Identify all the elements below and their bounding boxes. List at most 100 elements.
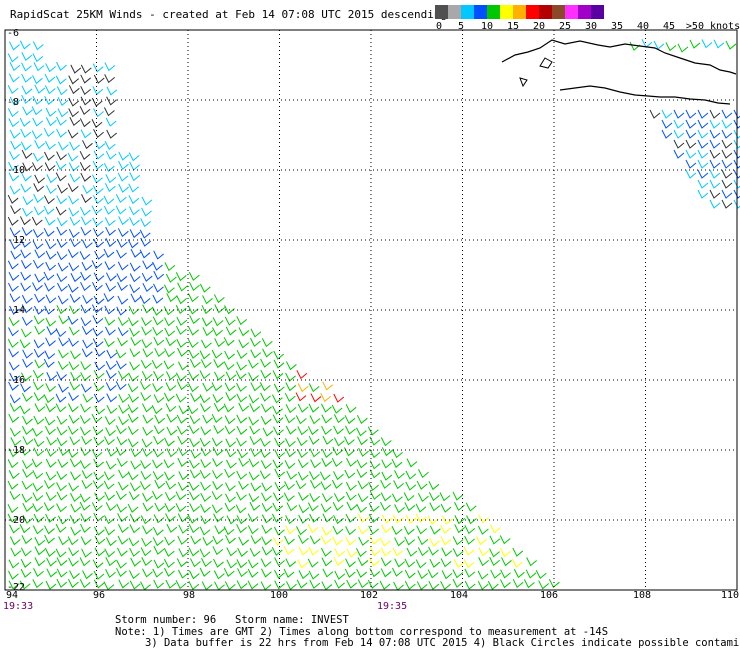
wind-barb: [428, 580, 440, 590]
wind-barb: [392, 514, 404, 524]
wind-barb: [44, 162, 56, 172]
wind-barb: [226, 515, 238, 525]
wind-barb: [70, 492, 81, 502]
wind-barb: [175, 580, 187, 590]
wind-barb: [19, 40, 31, 50]
wind-barb: [381, 471, 393, 481]
wind-barb: [44, 95, 55, 105]
wind-barb: [212, 317, 224, 327]
wind-barb: [32, 152, 44, 162]
wind-barb: [94, 361, 106, 371]
wind-barb: [212, 394, 224, 404]
wind-barb: [81, 348, 93, 358]
wind-barb: [103, 195, 115, 205]
wind-barb: [202, 414, 213, 424]
wind-barb: [321, 581, 333, 591]
wind-barb: [166, 293, 178, 303]
wind-barb: [525, 569, 537, 579]
wind-barb: [69, 238, 81, 248]
wind-barb: [238, 402, 250, 412]
wind-barb: [105, 150, 117, 160]
wind-barb: [128, 570, 140, 580]
wind-barb: [489, 535, 501, 545]
legend-swatch: [448, 5, 461, 19]
wind-barb: [129, 273, 141, 283]
wind-barb: [236, 491, 247, 501]
wind-barb: [202, 327, 214, 337]
wind-barb: [57, 295, 69, 305]
wind-barb: [236, 382, 247, 392]
wind-barb: [331, 479, 343, 489]
wind-barb: [105, 537, 117, 547]
wind-barb: [128, 491, 140, 501]
wind-barb: [127, 503, 139, 513]
wind-barb: [188, 383, 199, 393]
wind-barb: [103, 162, 115, 172]
wind-barb: [250, 448, 261, 458]
wind-barb: [129, 262, 141, 272]
wind-barb: [404, 558, 416, 568]
wind-barb: [7, 260, 19, 270]
wind-barb: [22, 207, 33, 217]
wind-barb: [93, 295, 105, 305]
wind-barb: [32, 482, 44, 492]
wind-barb: [34, 546, 46, 556]
wind-barb: [20, 249, 32, 259]
wind-barb: [177, 381, 188, 391]
wind-barb: [298, 491, 309, 501]
wind-barb: [140, 460, 152, 470]
wind-barb: [10, 140, 22, 150]
wind-barb: [103, 471, 115, 481]
wind-barb: [93, 228, 104, 238]
wind-barb: [82, 294, 93, 304]
wind-barb: [22, 436, 34, 446]
wind-barb: [369, 568, 381, 578]
wind-barb: [68, 207, 80, 217]
wind-barb: [80, 86, 92, 96]
wind-barb: [274, 557, 285, 567]
wind-barb: [345, 526, 356, 536]
wind-barb: [80, 361, 92, 371]
wind-barb: [105, 502, 117, 512]
wind-barb: [321, 526, 333, 536]
wind-barb: [250, 482, 262, 492]
wind-barb: [356, 468, 368, 478]
note-line-1: Note: 1) Times are GMT 2) Times along bo…: [115, 626, 609, 638]
wind-barb: [189, 469, 201, 479]
storm-number: Storm number: 96: [115, 614, 217, 626]
wind-barb: [140, 470, 152, 480]
wind-barb: [369, 460, 381, 470]
wind-barb: [177, 361, 189, 371]
wind-barb: [44, 73, 56, 83]
wind-barb: [69, 458, 81, 468]
wind-barb: [187, 405, 199, 415]
wind-barb: [68, 482, 80, 492]
wind-barb: [283, 492, 295, 502]
wind-barb: [32, 525, 44, 535]
wind-barb: [115, 446, 127, 456]
wind-barb: [80, 64, 92, 74]
wind-barb: [154, 502, 166, 512]
wind-barb: [331, 404, 343, 414]
wind-barb: [152, 383, 163, 393]
wind-barb: [93, 272, 105, 282]
lon-label: 94: [6, 590, 18, 601]
wind-barb: [199, 370, 211, 380]
wind-barb: [177, 457, 189, 467]
wind-barb: [685, 109, 697, 119]
lon-label: 108: [633, 590, 651, 601]
lon-label: 96: [93, 590, 105, 601]
wind-barb: [68, 228, 80, 238]
wind-barb: [274, 437, 285, 447]
wind-barb: [428, 492, 440, 502]
wind-barb: [369, 436, 381, 446]
wind-barb: [93, 129, 104, 139]
wind-barb: [21, 52, 33, 62]
wind-barb: [416, 525, 428, 535]
wind-barb: [405, 481, 417, 491]
wind-barb: [333, 471, 344, 481]
wind-barb: [105, 117, 117, 127]
wind-barb: [199, 567, 211, 577]
wind-barb: [33, 392, 45, 402]
wind-barb: [453, 558, 465, 569]
